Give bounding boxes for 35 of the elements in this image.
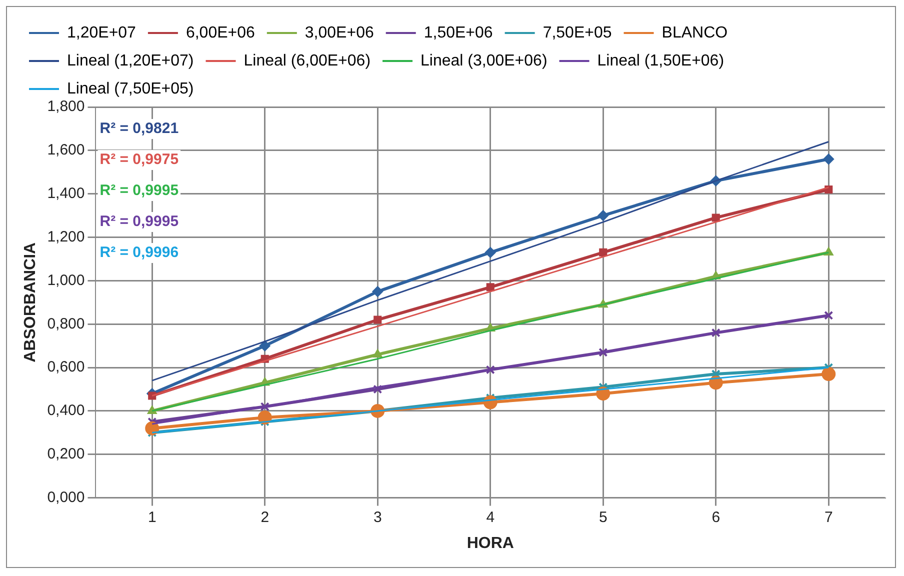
- legend-label: 1,20E+07: [67, 24, 136, 42]
- annotation: R² = 0,9996: [100, 244, 179, 262]
- legend-label: BLANCO: [662, 24, 728, 42]
- y-tick-label: 0,000: [47, 488, 85, 506]
- annotation: R² = 0,9995: [100, 213, 179, 230]
- legend-label: Lineal (3,00E+06): [420, 52, 548, 70]
- x-tick-label: 4: [486, 508, 495, 526]
- legend-label: Lineal (6,00E+06): [244, 52, 371, 70]
- legend-label: 1,50E+06: [424, 24, 493, 42]
- x-axis-title: HORA: [466, 534, 514, 552]
- legend-label: Lineal (1,20E+07): [67, 52, 194, 70]
- x-tick-label: 7: [824, 508, 833, 526]
- y-tick-label: 0,800: [47, 315, 85, 332]
- x-tick-label: 3: [373, 508, 382, 526]
- legend-label: Lineal (7,50E+05): [67, 80, 194, 98]
- y-tick-label: 1,600: [47, 142, 85, 159]
- x-tick-label: 6: [712, 508, 720, 526]
- x-tick-label: 1: [148, 508, 156, 526]
- legend-label: 3,00E+06: [304, 24, 374, 42]
- legend-label: 7,50E+05: [542, 24, 612, 42]
- y-tick-label: 1,000: [47, 272, 85, 289]
- y-tick-label: 1,800: [47, 98, 85, 116]
- x-tick-label: 5: [598, 508, 608, 526]
- y-axis-title: ABSORBANCIA: [22, 242, 40, 362]
- annotation: R² = 0,9975: [100, 151, 179, 168]
- x-tick-label: 2: [260, 508, 270, 526]
- annotation: R² = 0,9995: [100, 182, 179, 200]
- annotation: R² = 0,9821: [100, 120, 179, 138]
- legend-label: 6,00E+06: [186, 24, 256, 42]
- y-tick-label: 1,200: [47, 228, 85, 246]
- y-tick-label: 1,400: [47, 184, 85, 202]
- y-tick-label: 0,600: [47, 358, 85, 376]
- legend-label: Lineal (1,50E+06): [597, 52, 724, 70]
- y-tick-label: 0,200: [47, 446, 85, 463]
- y-tick-label: 0,400: [47, 402, 85, 420]
